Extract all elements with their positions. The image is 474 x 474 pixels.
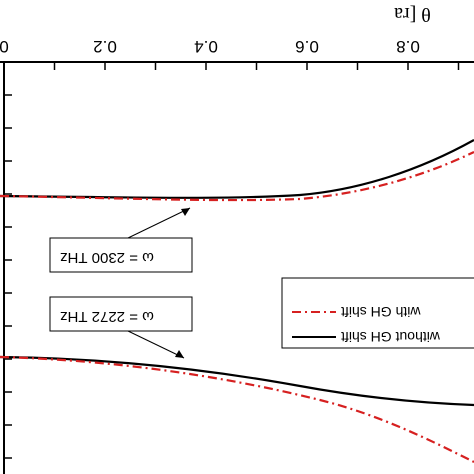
x-tick-label: 0.6 — [295, 37, 319, 56]
annotation-2: ω = 2272 THz — [49, 296, 193, 359]
series-layer — [0, 139, 474, 463]
legend-label-with-gh: with GH shift — [341, 304, 421, 320]
series-without-gh-lower — [0, 355, 474, 407]
annotation-1-arrowhead — [181, 208, 190, 216]
x-axis-title: θ [ra — [394, 3, 431, 25]
annotation-1: ω = 2300 THz — [49, 207, 193, 273]
annotation-2-arrowhead — [175, 350, 184, 358]
x-axis-ticks — [3, 62, 460, 70]
x-axis-tick-labels: 0 0.2 0.4 0.6 0.8 — [0, 37, 420, 56]
legend-label-without-gh: without GH shift — [341, 329, 441, 345]
x-tick-label: 0.2 — [93, 37, 117, 56]
annotation-2-text: ω = 2272 THz — [60, 308, 154, 325]
legend: with GH shift without GH shift — [281, 277, 474, 349]
x-tick-label: 0 — [0, 37, 9, 56]
annotation-1-text: ω = 2300 THz — [60, 249, 154, 266]
series-without-gh-upper — [0, 139, 474, 199]
x-tick-label: 0.4 — [194, 37, 218, 56]
x-tick-label: 0.8 — [396, 37, 420, 56]
annotation-2-box — [49, 296, 193, 332]
plot-frame — [0, 61, 474, 474]
annotation-1-box — [49, 237, 193, 273]
series-with-gh-upper — [0, 151, 474, 202]
series-with-gh-lower — [0, 355, 474, 463]
y-axis-ticks — [4, 94, 12, 459]
annotation-1-arrow — [127, 207, 191, 239]
annotation-2-arrow — [127, 330, 185, 359]
